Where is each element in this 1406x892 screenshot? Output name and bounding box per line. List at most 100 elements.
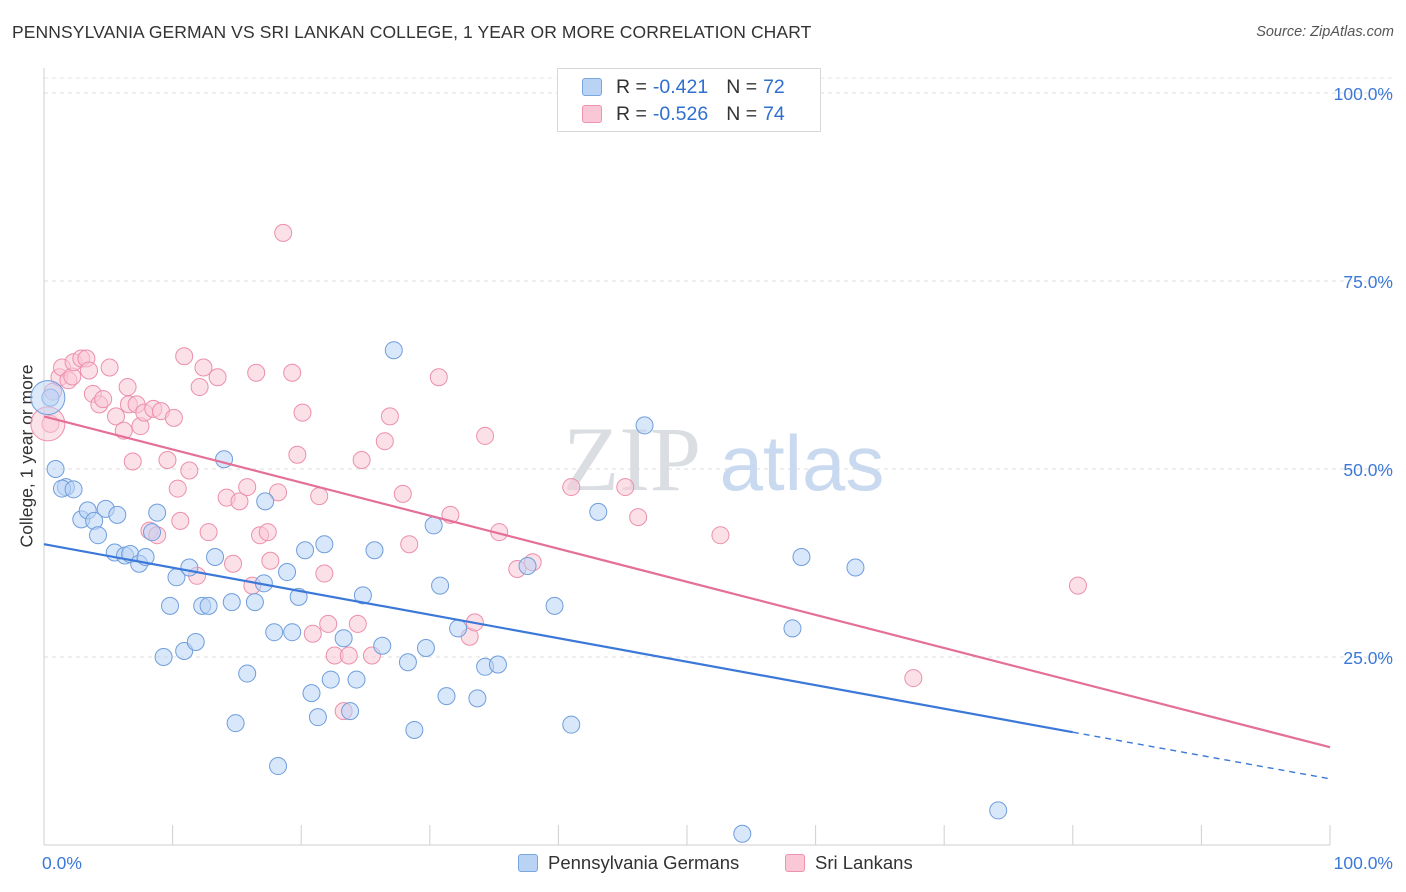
data-point-pennsylvania-germans [783, 619, 802, 638]
data-point-pennsylvania-germans [180, 558, 199, 577]
data-point-pennsylvania-germans [199, 596, 218, 615]
data-point-sri-lankans [269, 483, 288, 502]
data-point-sri-lankans [100, 358, 119, 377]
data-point-pennsylvania-germans [562, 715, 581, 734]
data-point-sri-lankans [230, 492, 249, 511]
data-point-pennsylvania-germans [424, 516, 443, 535]
data-point-pennsylvania-germans [226, 714, 245, 733]
legend-item-pennsylvania-germans: Pennsylvania Germans [518, 852, 739, 874]
legend-label: Sri Lankans [815, 852, 913, 873]
data-point-sri-lankans [107, 407, 126, 426]
data-point-pennsylvania-germans [365, 541, 384, 560]
data-point-sri-lankans [247, 363, 266, 382]
data-point-sri-lankans [274, 223, 293, 242]
data-point-sri-lankans [224, 554, 243, 573]
data-point-pennsylvania-germans [488, 655, 507, 674]
data-point-sri-lankans [164, 408, 183, 427]
data-point-pennsylvania-germans [89, 526, 108, 545]
data-point-sri-lankans [616, 478, 635, 497]
data-point-sri-lankans [194, 358, 213, 377]
tick-labels: 25.0% 50.0% 75.0% 100.0% 0.0% 100.0% [42, 84, 1393, 873]
data-point-sri-lankans [1068, 576, 1087, 595]
data-point-sri-lankans [303, 624, 322, 643]
data-point-sri-lankans [375, 432, 394, 451]
data-point-pennsylvania-germans [733, 824, 752, 843]
data-point-sri-lankans [904, 669, 923, 688]
legend-r-value: -0.526 [652, 102, 709, 125]
legend-swatch-pink [582, 105, 602, 123]
data-point-pennsylvania-germans [302, 684, 321, 703]
data-point-sri-lankans [208, 368, 227, 387]
data-point-pennsylvania-germans-cluster [30, 380, 66, 416]
data-point-sri-lankans [168, 479, 187, 498]
data-point-pennsylvania-germans [416, 638, 435, 657]
y-tick-label: 25.0% [1343, 648, 1393, 668]
data-point-sri-lankans [711, 526, 730, 545]
data-point-sri-lankans [158, 450, 177, 469]
legend-n-label: N = [726, 102, 758, 125]
data-point-pennsylvania-germans [341, 702, 360, 721]
data-point-sri-lankans [94, 390, 113, 409]
y-tick-label: 50.0% [1343, 460, 1393, 480]
data-point-sri-lankans [315, 564, 334, 583]
watermark: ZIP atlas [563, 408, 884, 510]
legend-n-value: 72 [763, 75, 785, 98]
trend-lines [43, 415, 1331, 780]
data-point-sri-lankans [261, 551, 280, 570]
data-point-pennsylvania-germans [398, 653, 417, 672]
series-pennsylvania-germans-points [30, 341, 1008, 843]
data-point-sri-lankans [190, 378, 209, 397]
data-point-sri-lankans [238, 478, 257, 497]
x-tick-label-start: 0.0% [42, 853, 82, 873]
source-credit: Source: ZipAtlas.com [1256, 24, 1394, 40]
data-point-sri-lankans [629, 508, 648, 527]
data-point-pennsylvania-germans [373, 636, 392, 655]
legend-item-sri-lankans: Sri Lankans [785, 852, 913, 874]
axes [43, 68, 1331, 846]
data-point-pennsylvania-germans [64, 480, 83, 499]
legend-swatch-pink [785, 854, 805, 872]
legend-row-sri-lankans: R = -0.526 N = 74 [582, 102, 785, 126]
data-point-sri-lankans [288, 445, 307, 464]
data-point-sri-lankans [319, 614, 338, 633]
data-point-sri-lankans [171, 511, 190, 530]
data-point-pennsylvania-germans [989, 801, 1008, 820]
correlation-legend: R = -0.421 N = 72 R = -0.526 N = 74 [557, 68, 821, 132]
data-point-pennsylvania-germans [635, 416, 654, 435]
data-point-sri-lankans [175, 347, 194, 366]
data-point-pennsylvania-germans [238, 664, 257, 683]
data-point-pennsylvania-germans [347, 670, 366, 689]
trend-line-pennsylvania-germans-extrapolated [1072, 731, 1331, 780]
legend-n-label: N = [726, 75, 758, 98]
data-point-pennsylvania-germans [431, 576, 450, 595]
data-point-sri-lankans [339, 646, 358, 665]
data-point-pennsylvania-germans [589, 502, 608, 521]
data-point-pennsylvania-germans [143, 523, 162, 542]
data-point-sri-lankans [80, 361, 99, 380]
y-tick-label: 100.0% [1334, 84, 1393, 104]
data-point-pennsylvania-germans [46, 460, 65, 479]
series-legend: Pennsylvania Germans Sri Lankans [0, 852, 1406, 876]
data-point-pennsylvania-germans [265, 623, 284, 642]
data-point-pennsylvania-germans [449, 619, 468, 638]
x-tick-label-end: 100.0% [1334, 853, 1393, 873]
data-point-sri-lankans [283, 363, 302, 382]
data-point-sri-lankans [199, 523, 218, 542]
data-point-pennsylvania-germans [405, 720, 424, 739]
data-point-sri-lankans [348, 614, 367, 633]
data-point-pennsylvania-germans [148, 503, 167, 522]
data-point-pennsylvania-germans [245, 593, 264, 612]
trend-line-sri-lankans [43, 415, 1331, 749]
data-point-pennsylvania-germans [468, 689, 487, 708]
legend-row-pennsylvania-germans: R = -0.421 N = 72 [582, 75, 785, 99]
gridlines [44, 77, 1392, 658]
data-point-sri-lankans [123, 452, 142, 471]
data-point-sri-lankans [380, 407, 399, 426]
data-point-pennsylvania-germans [296, 541, 315, 560]
data-point-sri-lankans [429, 368, 448, 387]
data-point-pennsylvania-germans [269, 757, 288, 776]
data-point-sri-lankans [310, 487, 329, 506]
data-point-pennsylvania-germans [256, 492, 275, 511]
legend-swatch-blue [518, 854, 538, 872]
